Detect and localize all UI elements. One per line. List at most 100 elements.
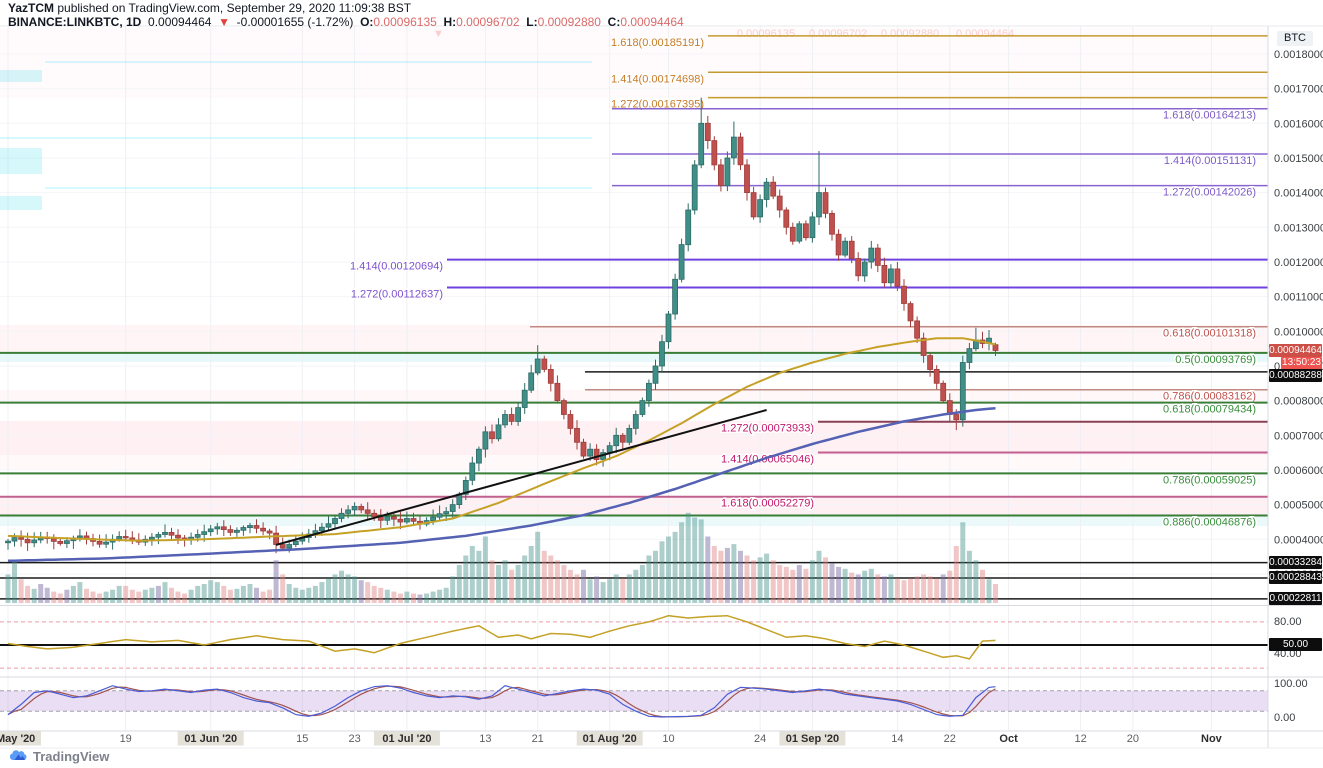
low-label: L:: [526, 15, 538, 29]
level-badge-88288: 0.00088288: [1269, 369, 1322, 382]
time-label: 10: [662, 733, 674, 745]
time-label: 22: [944, 733, 956, 745]
fib-label: 0.886(0.00046876): [1163, 517, 1256, 529]
time-label: 15: [296, 733, 308, 745]
ghost-cyan-label: [0, 148, 42, 174]
fib-label: 1.272(0.00142026): [1163, 187, 1256, 199]
time-label-box: [576, 731, 643, 746]
price-tick: 0.00040000: [1274, 534, 1323, 546]
time-label-box: [177, 731, 244, 746]
direction-arrow-icon: ▼: [218, 15, 230, 29]
fib-label: 1.618(0.00185191): [611, 37, 704, 49]
ghost-cyan-label: [0, 196, 42, 210]
stoch-tick-100: 100.00: [1274, 678, 1308, 690]
rsi-tick-40: 40.00: [1274, 648, 1302, 660]
ghost-ohlc-value: 0.00094464: [956, 28, 1014, 40]
rsi-line: [7, 614, 996, 660]
time-label: 23: [348, 733, 360, 745]
high-label: H:: [443, 15, 457, 29]
fib-label: 1.414(0.00120694): [350, 261, 443, 273]
fib-zone-band: [0, 516, 1268, 526]
volume-bars: [5, 512, 998, 604]
fib-zone-band: [0, 28, 1268, 98]
time-label-box: [0, 731, 41, 746]
price-change: -0.00001655 (-1.72%): [236, 15, 354, 29]
tradingview-logo-icon: [9, 750, 27, 760]
fib-label: 0.786(0.00083162): [1163, 391, 1256, 403]
fib-zone-band: [0, 353, 1268, 362]
fib-label: 1.618(0.00052279): [721, 498, 814, 510]
fib-zone-band: [0, 497, 1268, 516]
fib-label: 1.414(0.00174698): [611, 73, 704, 85]
time-label: 01 Sep '20: [786, 733, 839, 745]
fib-label: 1.414(0.00065046): [721, 454, 814, 466]
fib-zone-band: [0, 455, 1268, 470]
fib-label: 1.272(0.00073933): [721, 423, 814, 435]
fib-label: 0.618(0.00101318): [1163, 328, 1256, 340]
bar-countdown-badge: 13:50:23: [1281, 357, 1322, 369]
time-label: 01 May '20: [0, 733, 35, 745]
ghost-arrow: ▼: [433, 28, 444, 40]
currency-badge[interactable]: BTC: [1277, 31, 1313, 46]
time-label-box: [779, 731, 846, 746]
last-price: 0.00094464: [148, 15, 212, 29]
stoch-tick-0: 0.00: [1274, 712, 1296, 724]
author-name: YazTCM: [8, 1, 55, 15]
time-label: 21: [532, 733, 544, 745]
rsi-tick-80: 80.00: [1274, 616, 1302, 628]
byline-text: published on TradingView.com, September …: [54, 1, 412, 15]
fib-zone-band: [0, 325, 1268, 353]
tradingview-logo[interactable]: TradingView: [8, 749, 109, 764]
symbol-name[interactable]: BINANCE:LINKBTC, 1D: [8, 15, 142, 29]
time-label-box: [373, 731, 440, 746]
fib-label: 1.618(0.00164213): [1163, 110, 1256, 122]
time-label: Nov: [1201, 733, 1223, 745]
time-axis[interactable]: [0, 731, 1268, 748]
open-label: O:: [360, 15, 374, 29]
fib-zone-band: [0, 390, 1268, 403]
fib-label: 1.272(0.00112637): [351, 289, 443, 301]
time-label: 19: [120, 733, 132, 745]
time-label: 01 Jun '20: [184, 733, 237, 745]
time-label: 01 Aug '20: [583, 733, 637, 745]
ghost-ohlc-value: 0.00096702: [809, 28, 867, 40]
open-value: 0.00096135: [373, 15, 437, 29]
close-value: 0.00094464: [620, 15, 684, 29]
stoch-band-fill: [0, 690, 1268, 712]
tradingview-logo-text: TradingView: [33, 749, 110, 764]
level-badge-33284: 0.00033284: [1269, 556, 1322, 569]
time-label: 20: [1127, 733, 1139, 745]
symbol-legend: BINANCE:LINKBTC, 1D 0.00094464 ▼ -0.0000…: [8, 16, 684, 29]
time-label: 01 Jul '20: [382, 733, 431, 745]
trend-line: [275, 409, 767, 546]
level-badge-28843: 0.00028843: [1269, 571, 1322, 584]
stoch-k-line: [7, 685, 996, 718]
ma-slow-line: [7, 407, 996, 563]
ghost-ohlc-value: 0.00092880: [881, 28, 939, 40]
ghost-ohlc-value: 0.00096135: [737, 28, 795, 40]
time-label: 14: [891, 733, 903, 745]
fib-label: 1.414(0.00151131): [1164, 155, 1256, 167]
close-label: C:: [607, 15, 621, 29]
level-badge-22811: 0.00022811: [1269, 592, 1322, 605]
last-price-badge: 0.00094464: [1269, 344, 1322, 357]
ma-fast-line: [7, 337, 996, 542]
fib-label: 0.5(0.00093769): [1175, 354, 1256, 366]
low-value: 0.00092880: [537, 15, 601, 29]
published-byline: YazTCM published on TradingView.com, Sep…: [8, 2, 411, 15]
high-value: 0.00096702: [456, 15, 520, 29]
